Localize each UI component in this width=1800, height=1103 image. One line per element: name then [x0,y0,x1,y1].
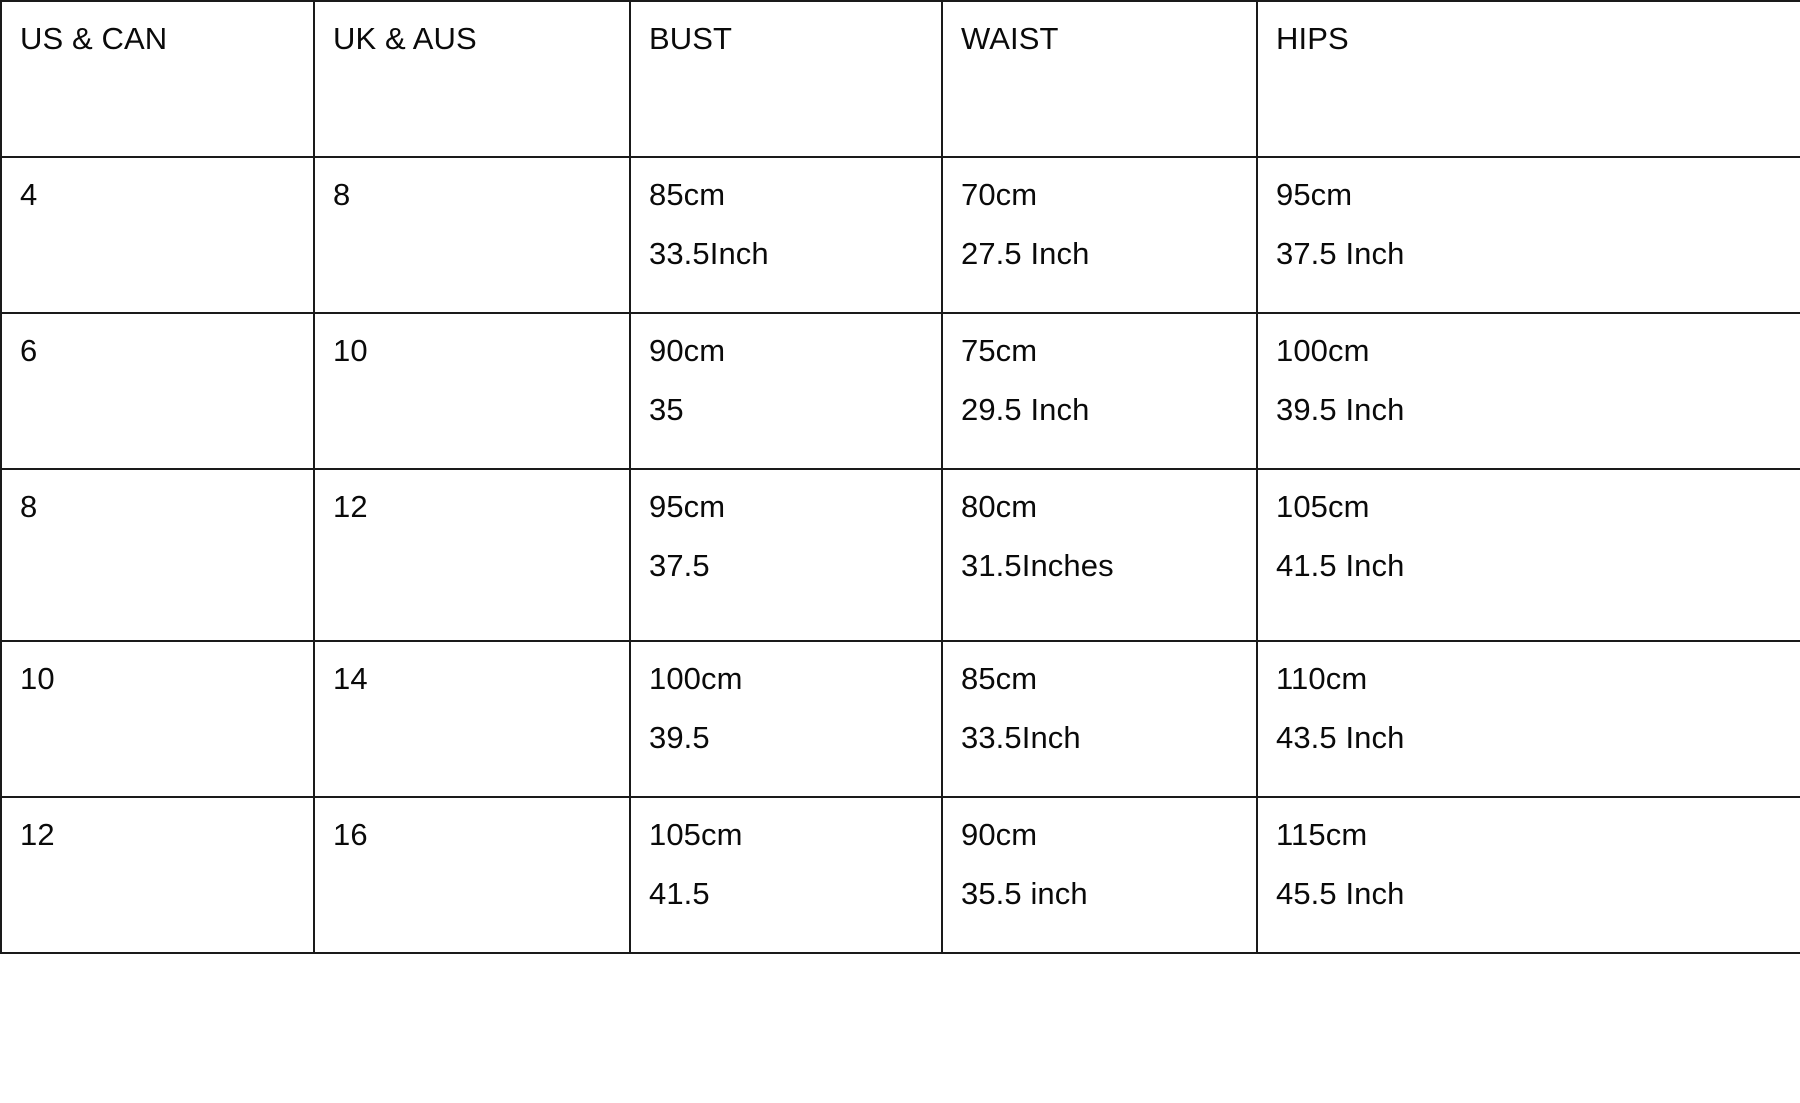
cell-uk-aus: 8 [313,156,631,314]
cell-bust: 90cm 35 [629,312,943,470]
value-hips-inch: 37.5 Inch [1276,235,1405,271]
value-waist-inch: 33.5Inch [961,719,1081,755]
table-row: 10 14 100cm 39.5 85cm 33.5Inch 110cm 43.… [0,640,1800,798]
value-hips-cm: 95cm [1276,177,1353,212]
cell-us-can: 6 [0,312,315,470]
value-bust-inch: 33.5Inch [649,235,769,271]
cell-us-can: 4 [0,156,315,314]
value-bust-cm: 100cm [649,661,743,696]
table-row: 4 8 85cm 33.5Inch 70cm 27.5 Inch 95cm 37… [0,156,1800,314]
value-hips-cm: 105cm [1276,489,1370,524]
value-hips-cm: 115cm [1276,817,1368,852]
cell-us-can: 12 [0,796,315,954]
value-bust-cm: 105cm [649,817,743,852]
column-header-waist: WAIST [941,0,1258,158]
table-row: 12 16 105cm 41.5 90cm 35.5 inch 115cm 45… [0,796,1800,954]
value-waist-cm: 80cm [961,489,1038,524]
column-header-us-can: US & CAN [0,0,315,158]
column-header-bust: BUST [629,0,943,158]
column-header-hips: HIPS [1256,0,1800,158]
value-bust-cm: 95cm [649,489,726,524]
value-waist-cm: 85cm [961,661,1038,696]
value-waist-cm: 90cm [961,817,1038,852]
cell-waist: 90cm 35.5 inch [941,796,1258,954]
column-header-us-can-label: US & CAN [20,21,168,56]
value-us-can: 12 [20,817,55,852]
table-row: 6 10 90cm 35 75cm 29.5 Inch 100cm 39.5 I… [0,312,1800,470]
cell-uk-aus: 16 [313,796,631,954]
value-bust-inch: 35 [649,391,684,427]
table-row: 8 12 95cm 37.5 80cm 31.5Inches 105cm 41.… [0,468,1800,642]
column-header-uk-aus: UK & AUS [313,0,631,158]
cell-uk-aus: 12 [313,468,631,642]
cell-us-can: 8 [0,468,315,642]
value-hips-cm: 110cm [1276,661,1368,696]
value-us-can: 4 [20,177,38,212]
cell-waist: 75cm 29.5 Inch [941,312,1258,470]
value-bust-cm: 90cm [649,333,726,368]
cell-bust: 100cm 39.5 [629,640,943,798]
cell-waist: 70cm 27.5 Inch [941,156,1258,314]
value-waist-inch: 27.5 Inch [961,235,1090,271]
table-header: US & CAN UK & AUS BUST WAIST HIPS [0,0,1800,158]
value-us-can: 6 [20,333,38,368]
value-uk-aus: 16 [333,817,368,852]
cell-us-can: 10 [0,640,315,798]
value-uk-aus: 8 [333,177,351,212]
cell-bust: 95cm 37.5 [629,468,943,642]
value-us-can: 10 [20,661,55,696]
value-waist-cm: 70cm [961,177,1038,212]
value-bust-inch: 41.5 [649,875,710,911]
table-body: 4 8 85cm 33.5Inch 70cm 27.5 Inch 95cm 37… [0,156,1800,954]
value-us-can: 8 [20,489,38,524]
value-waist-cm: 75cm [961,333,1038,368]
cell-hips: 105cm 41.5 Inch [1256,468,1800,642]
value-hips-inch: 45.5 Inch [1276,875,1405,911]
value-bust-inch: 39.5 [649,719,710,755]
value-uk-aus: 12 [333,489,368,524]
value-hips-inch: 43.5 Inch [1276,719,1405,755]
value-bust-inch: 37.5 [649,547,710,583]
cell-hips: 95cm 37.5 Inch [1256,156,1800,314]
cell-bust: 105cm 41.5 [629,796,943,954]
column-header-hips-label: HIPS [1276,21,1349,56]
cell-uk-aus: 14 [313,640,631,798]
cell-hips: 115cm 45.5 Inch [1256,796,1800,954]
value-hips-inch: 39.5 Inch [1276,391,1405,427]
cell-uk-aus: 10 [313,312,631,470]
size-chart-table: US & CAN UK & AUS BUST WAIST HIPS [0,0,1800,954]
cell-bust: 85cm 33.5Inch [629,156,943,314]
cell-hips: 100cm 39.5 Inch [1256,312,1800,470]
cell-waist: 80cm 31.5Inches [941,468,1258,642]
value-hips-cm: 100cm [1276,333,1370,368]
value-uk-aus: 14 [333,661,368,696]
value-uk-aus: 10 [333,333,368,368]
value-bust-cm: 85cm [649,177,726,212]
value-waist-inch: 35.5 inch [961,875,1088,911]
header-row: US & CAN UK & AUS BUST WAIST HIPS [0,0,1800,158]
value-hips-inch: 41.5 Inch [1276,547,1405,583]
column-header-uk-aus-label: UK & AUS [333,21,477,56]
column-header-bust-label: BUST [649,21,733,56]
column-header-waist-label: WAIST [961,21,1059,56]
cell-hips: 110cm 43.5 Inch [1256,640,1800,798]
cell-waist: 85cm 33.5Inch [941,640,1258,798]
value-waist-inch: 31.5Inches [961,547,1114,583]
value-waist-inch: 29.5 Inch [961,391,1090,427]
